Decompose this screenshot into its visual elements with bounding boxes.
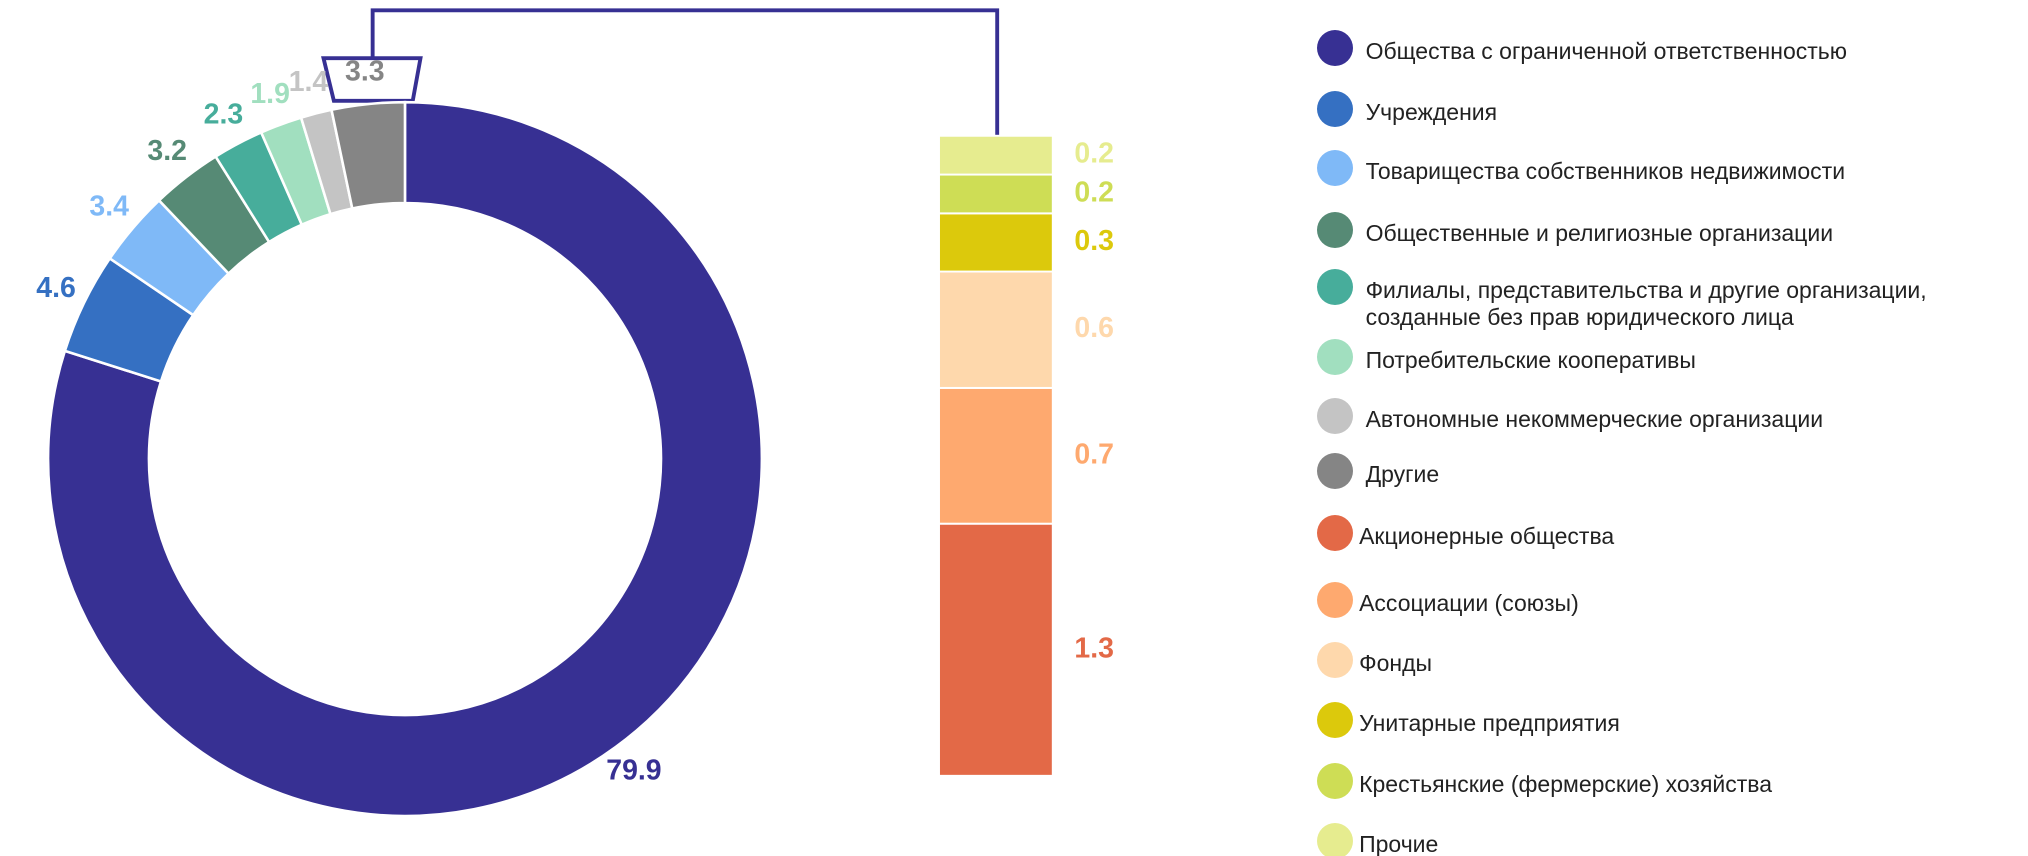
data-label: 0.6 — [1074, 312, 1114, 344]
legend-item: Филиалы, представительства и другие орга… — [1316, 269, 2006, 331]
legend-swatch — [1316, 582, 1353, 619]
legend-label: Филиалы, представительства и другие орга… — [1365, 277, 1927, 331]
legend-swatch — [1316, 452, 1353, 489]
bar-segment — [938, 173, 1054, 215]
data-label: 1.4 — [289, 66, 329, 98]
data-label: 0.7 — [1074, 438, 1114, 470]
legend-item: Унитарные предприятия — [1316, 702, 1999, 739]
legend-label: Потребительские кооперативы — [1365, 346, 1696, 373]
legend-item: Общества с ограниченной ответственностью — [1316, 29, 2006, 66]
bar-segment — [938, 134, 1054, 176]
data-label: 1.9 — [250, 78, 290, 110]
data-label: 4.6 — [36, 272, 76, 304]
legend-label: Общества с ограниченной ответственностью — [1365, 37, 1848, 64]
donut-slice — [329, 100, 407, 211]
legend-label: Товарищества собственников недвижимости — [1365, 158, 1846, 185]
bracket — [321, 56, 423, 103]
legend-swatch — [1316, 702, 1353, 739]
donut-slice — [46, 100, 764, 818]
legend-swatch — [1316, 269, 1353, 306]
data-label: 0.2 — [1074, 176, 1114, 208]
connector — [370, 8, 1000, 136]
legend-item: Другие — [1316, 452, 2006, 489]
legend-swatch — [1316, 338, 1353, 375]
legend-item: Товарищества собственников недвижимости — [1316, 150, 2006, 187]
legend-item: Фонды — [1316, 641, 1999, 678]
legend-item: Крестьянские (фермерские) хозяйства — [1316, 763, 1999, 800]
legend-item: Общественные и религиозные организации — [1316, 212, 2006, 249]
data-label: 3.2 — [147, 135, 187, 167]
legend-label: Учреждения — [1365, 98, 1498, 125]
legend-label: Акционерные общества — [1359, 522, 1615, 549]
legend-label: Другие — [1365, 460, 1440, 487]
bar-segment — [938, 212, 1054, 273]
bar-segment — [938, 386, 1054, 525]
legend-swatch — [1316, 398, 1353, 435]
data-label: 0.2 — [1074, 138, 1114, 170]
legend-swatch — [1316, 641, 1353, 678]
data-label: 3.4 — [89, 191, 129, 223]
data-label: 3.3 — [345, 56, 385, 88]
legend-item: Учреждения — [1316, 90, 2006, 127]
data-label: 0.3 — [1074, 225, 1114, 257]
data-label: 79.9 — [606, 755, 661, 787]
legend-item: Ассоциации (союзы) — [1316, 582, 1999, 619]
bar-segment — [938, 270, 1054, 389]
legend-swatch — [1316, 29, 1353, 66]
legend-item: Автономные некоммерческие организации — [1316, 398, 2006, 435]
bar-segment — [938, 522, 1054, 777]
legend-swatch — [1316, 90, 1353, 127]
legend-label: Крестьянские (фермерские) хозяйства — [1359, 771, 1773, 798]
legend-swatch — [1316, 514, 1353, 551]
legend-item: Прочие — [1316, 822, 1999, 856]
legend-item: Потребительские кооперативы — [1316, 338, 2006, 375]
legend-item: Акционерные общества — [1316, 514, 1999, 551]
data-label: 1.3 — [1074, 632, 1114, 664]
legend-label: Автономные некоммерческие организации — [1365, 406, 1824, 433]
legend-label: Ассоциации (союзы) — [1359, 590, 1579, 617]
legend-swatch — [1316, 763, 1353, 800]
legend-label: Унитарные предприятия — [1359, 710, 1620, 737]
legend-swatch — [1316, 822, 1353, 856]
data-label: 2.3 — [204, 99, 244, 131]
legend-swatch — [1316, 150, 1353, 187]
legend-label: Прочие — [1359, 830, 1439, 856]
legend-label: Фонды — [1359, 649, 1433, 676]
legend-swatch — [1316, 212, 1353, 249]
legend-label: Общественные и религиозные организации — [1365, 220, 1834, 247]
